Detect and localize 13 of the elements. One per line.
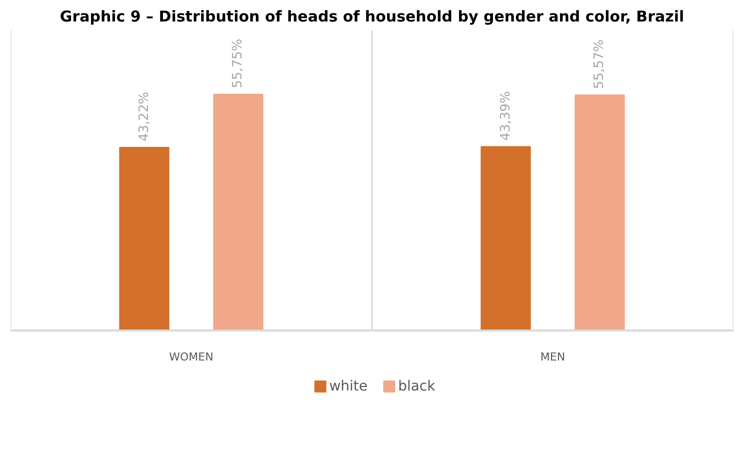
data-label: 43,22% [136, 92, 152, 142]
data-label: 55,75% [230, 38, 246, 88]
bar [480, 146, 531, 330]
bar [574, 94, 625, 330]
bar [213, 94, 264, 330]
x-tick-label: WOMEN [169, 350, 214, 364]
legend-label: black [398, 378, 436, 394]
bar [119, 146, 170, 330]
chart-title: Graphic 9 – Distribution of heads of household by gender and color, Brazil [60, 8, 684, 26]
data-label: 55,57% [592, 39, 608, 90]
data-label: 43,39% [498, 91, 514, 141]
legend-label: white [329, 378, 368, 394]
x-tick-label: MEN [540, 350, 566, 364]
